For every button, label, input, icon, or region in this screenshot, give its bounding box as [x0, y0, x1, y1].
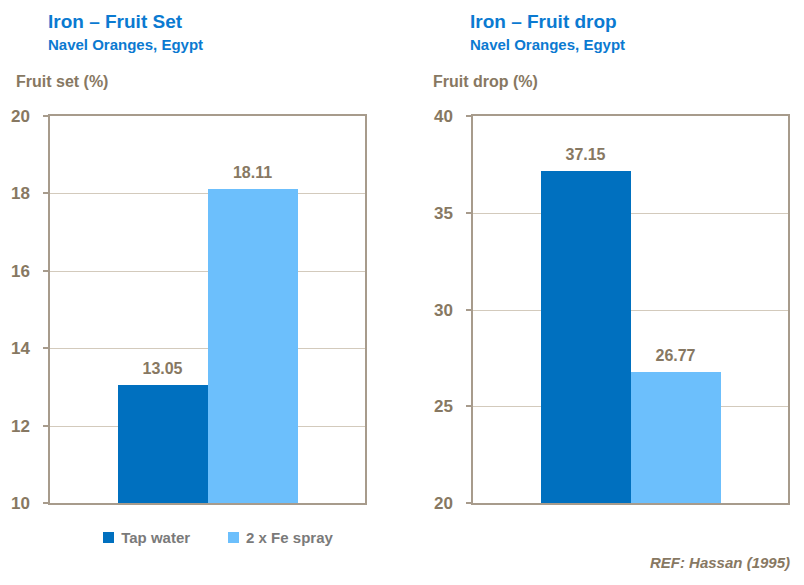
bar-tap-water: [541, 171, 631, 503]
reference-text: REF: Hassan (1995): [650, 554, 790, 571]
bar-tap-water: [118, 385, 208, 503]
y-tick-mark: [43, 347, 50, 349]
y-tick-mark: [43, 115, 50, 117]
y-tick-mark: [43, 502, 50, 504]
y-tick-label: 25: [411, 398, 453, 415]
plot-area: 202530354037.1526.77: [471, 114, 790, 505]
y-tick-label: 16: [0, 262, 30, 279]
bar-2-x-fe-spray: [208, 189, 298, 503]
gridline: [473, 310, 788, 311]
y-tick-mark: [466, 309, 473, 311]
chart-title: Iron – Fruit drop: [470, 11, 617, 33]
y-tick-label: 18: [0, 185, 30, 202]
y-tick-mark: [466, 502, 473, 504]
chart-subtitle: Navel Oranges, Egypt: [470, 36, 625, 53]
y-tick-label: 14: [0, 340, 30, 357]
plot-area: 10121416182013.0518.11: [48, 114, 367, 505]
y-tick-label: 30: [411, 301, 453, 318]
y-tick-mark: [43, 192, 50, 194]
y-tick-mark: [466, 405, 473, 407]
y-axis-label: Fruit drop (%): [433, 73, 538, 91]
legend-swatch: [103, 532, 114, 543]
y-tick-label: 40: [411, 108, 453, 125]
y-tick-label: 20: [411, 495, 453, 512]
bar-value-label: 13.05: [142, 360, 182, 378]
chart-fruit-set: Iron – Fruit Set Navel Oranges, Egypt Fr…: [0, 0, 402, 585]
chart-subtitle: Navel Oranges, Egypt: [48, 36, 203, 53]
y-tick-label: 35: [411, 204, 453, 221]
chart-title: Iron – Fruit Set: [48, 11, 182, 33]
legend: Tap water 2 x Fe spray: [48, 529, 388, 546]
y-tick-mark: [43, 270, 50, 272]
y-tick-mark: [466, 212, 473, 214]
chart-fruit-drop: Iron – Fruit drop Navel Oranges, Egypt F…: [402, 0, 804, 585]
bar-value-label: 18.11: [233, 164, 272, 182]
y-tick-mark: [43, 425, 50, 427]
legend-label: 2 x Fe spray: [246, 529, 333, 546]
legend-label: Tap water: [121, 529, 190, 546]
legend-item-2-x-fe-spray: 2 x Fe spray: [228, 529, 333, 546]
legend-item-tap-water: Tap water: [103, 529, 190, 546]
slide: Iron – Fruit Set Navel Oranges, Egypt Fr…: [0, 0, 804, 585]
y-tick-label: 10: [0, 495, 30, 512]
y-axis-label: Fruit set (%): [16, 73, 108, 91]
bar-value-label: 37.15: [565, 146, 605, 164]
y-tick-mark: [466, 115, 473, 117]
bar-value-label: 26.77: [655, 347, 695, 365]
gridline: [473, 213, 788, 214]
y-tick-label: 12: [0, 417, 30, 434]
y-tick-label: 20: [0, 108, 30, 125]
bar-2-x-fe-spray: [631, 372, 721, 503]
legend-swatch: [228, 532, 239, 543]
